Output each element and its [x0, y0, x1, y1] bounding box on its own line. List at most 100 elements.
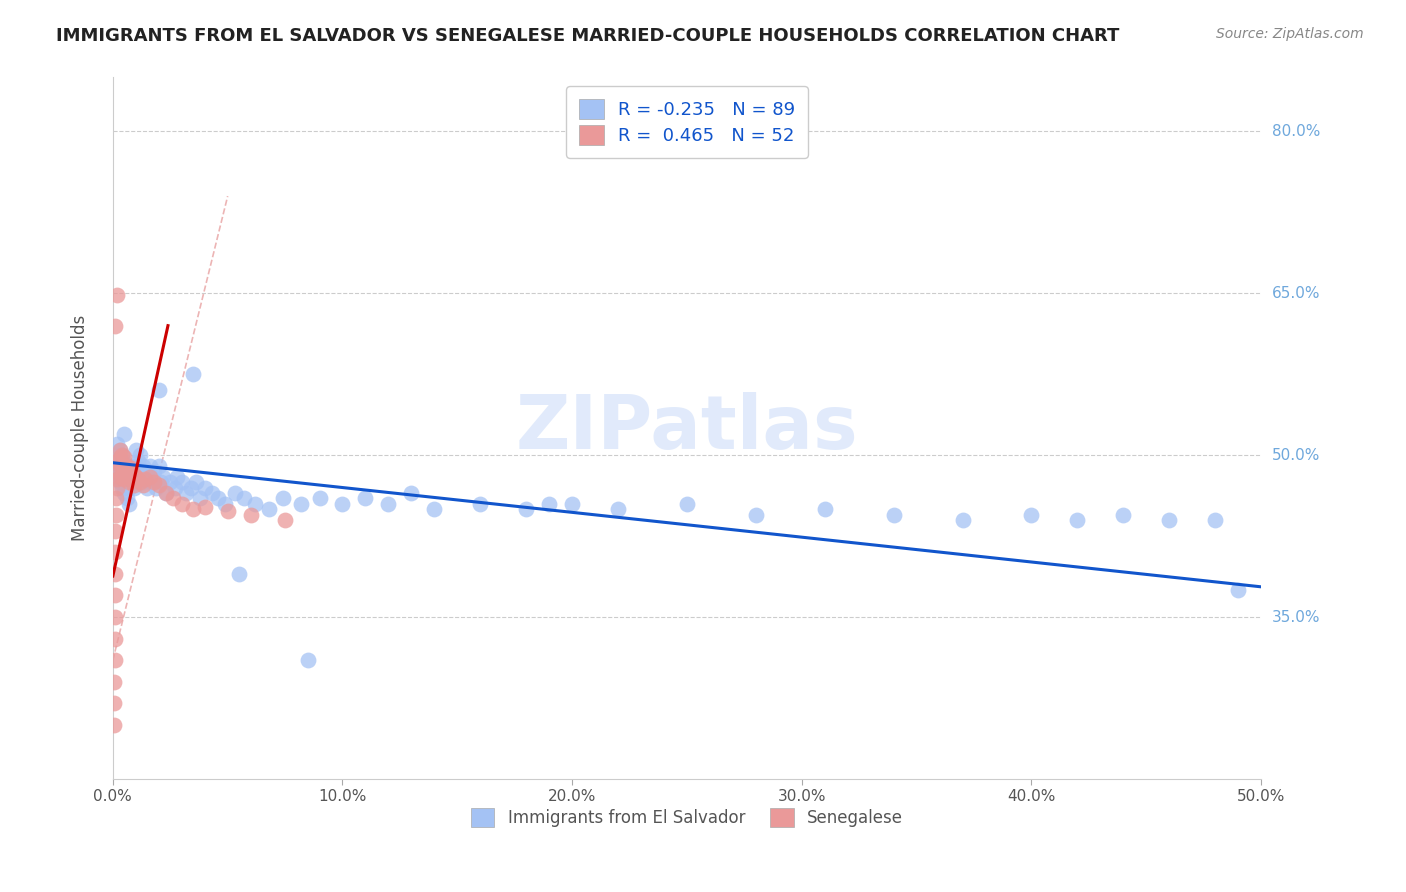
Point	[115, 475, 138, 490]
Point	[1112, 508, 1135, 522]
Point	[129, 464, 152, 478]
Text: ZIPatlas: ZIPatlas	[516, 392, 858, 465]
Point	[104, 566, 127, 581]
Point	[107, 437, 129, 451]
Point	[239, 508, 262, 522]
Point	[214, 497, 236, 511]
Point	[104, 458, 127, 473]
Point	[111, 464, 134, 478]
Point	[155, 486, 177, 500]
Point	[257, 502, 280, 516]
Point	[111, 481, 134, 495]
Point	[538, 497, 561, 511]
Point	[224, 486, 246, 500]
Point	[194, 481, 217, 495]
Point	[120, 461, 142, 475]
Point	[166, 469, 188, 483]
Point	[118, 475, 141, 490]
Point	[354, 491, 377, 506]
Point	[107, 469, 129, 483]
Point	[105, 508, 128, 522]
Point	[745, 508, 768, 522]
Point	[141, 469, 163, 483]
Point	[1227, 583, 1250, 598]
Point	[108, 475, 131, 490]
Point	[676, 497, 699, 511]
Point	[118, 481, 141, 495]
Point	[122, 464, 145, 478]
Point	[143, 464, 166, 478]
Point	[112, 469, 135, 483]
Point	[118, 497, 141, 511]
Point	[470, 497, 492, 511]
Point	[115, 491, 138, 506]
Point	[217, 504, 239, 518]
Point	[104, 545, 127, 559]
Point	[107, 464, 129, 478]
Point	[176, 486, 198, 500]
Y-axis label: Married-couple Households: Married-couple Households	[72, 315, 89, 541]
Point	[131, 478, 153, 492]
Point	[290, 497, 312, 511]
Point	[814, 502, 837, 516]
Point	[377, 497, 399, 511]
Point	[332, 497, 354, 511]
Point	[107, 472, 129, 486]
Point	[271, 491, 294, 506]
Point	[200, 486, 222, 500]
Point	[112, 472, 135, 486]
Point	[152, 469, 174, 483]
Point	[112, 426, 135, 441]
Point	[148, 384, 170, 398]
Point	[1066, 513, 1088, 527]
Point	[515, 502, 537, 516]
Point	[188, 491, 211, 506]
Point	[136, 481, 159, 495]
Point	[127, 472, 149, 486]
Point	[104, 653, 127, 667]
Point	[112, 461, 135, 475]
Point	[181, 368, 204, 382]
Point	[115, 458, 138, 473]
Point	[159, 475, 181, 490]
Point	[561, 497, 583, 511]
Point	[120, 472, 142, 486]
Point	[125, 469, 148, 483]
Point	[148, 458, 170, 473]
Point	[145, 481, 167, 495]
Point	[111, 469, 134, 483]
Point	[162, 491, 184, 506]
Point	[104, 448, 127, 462]
Point	[1021, 508, 1043, 522]
Point	[118, 464, 141, 478]
Point	[143, 475, 166, 490]
Point	[308, 491, 330, 506]
Point	[170, 497, 193, 511]
Point	[127, 453, 149, 467]
Point	[129, 448, 152, 462]
Point	[104, 589, 127, 603]
Point	[401, 486, 423, 500]
Point	[111, 448, 134, 462]
Point	[125, 458, 148, 473]
Point	[607, 502, 630, 516]
Text: 50.0%: 50.0%	[1272, 448, 1320, 463]
Point	[1159, 513, 1181, 527]
Point	[134, 472, 156, 486]
Point	[134, 469, 156, 483]
Point	[150, 475, 173, 490]
Point	[122, 478, 145, 492]
Point	[108, 469, 131, 483]
Point	[170, 475, 193, 490]
Point	[108, 442, 131, 457]
Point	[111, 458, 134, 473]
Point	[107, 288, 129, 302]
Point	[138, 475, 160, 490]
Point	[112, 453, 135, 467]
Text: Source: ZipAtlas.com: Source: ZipAtlas.com	[1216, 27, 1364, 41]
Point	[245, 497, 267, 511]
Point	[104, 318, 127, 333]
Point	[952, 513, 974, 527]
Text: 65.0%: 65.0%	[1272, 285, 1320, 301]
Point	[120, 458, 142, 473]
